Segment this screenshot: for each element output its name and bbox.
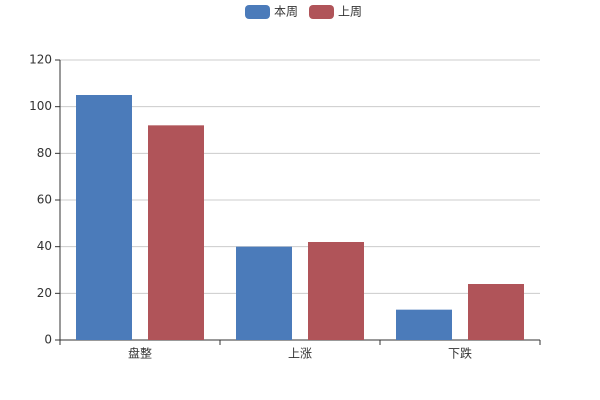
y-tick-label: 40: [37, 239, 52, 253]
y-tick-label: 80: [37, 146, 52, 160]
y-tick-label: 60: [37, 193, 52, 207]
x-tick-label: 盘整: [128, 346, 152, 361]
legend-label: 上周: [338, 5, 362, 19]
y-tick-label: 20: [37, 286, 52, 300]
bar: [76, 95, 132, 340]
bar: [236, 246, 292, 340]
bar: [308, 242, 364, 340]
legend-icon: [245, 5, 270, 19]
bar: [396, 309, 452, 340]
legend-label: 本周: [274, 5, 298, 19]
y-tick-label: 120: [29, 53, 52, 67]
y-tick-label: 0: [44, 333, 52, 347]
legend-icon: [309, 5, 334, 19]
y-tick-label: 100: [29, 99, 52, 113]
x-tick-label: 上涨: [288, 346, 312, 361]
x-tick-label: 下跌: [448, 346, 472, 361]
bar: [468, 284, 524, 340]
bar: [148, 125, 204, 340]
